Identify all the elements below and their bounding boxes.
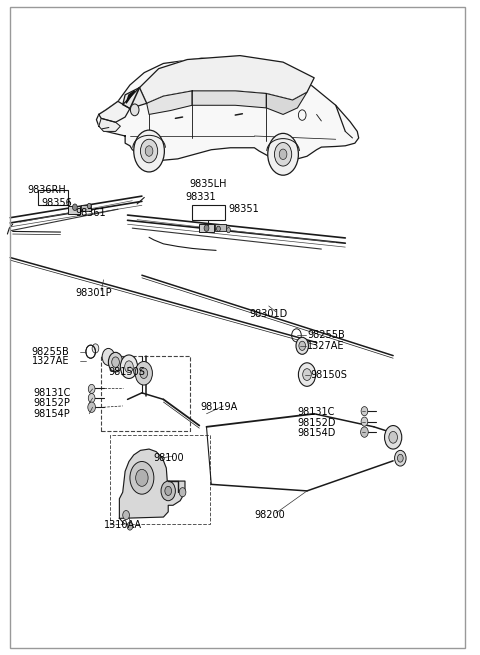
Text: 98131C: 98131C (298, 407, 335, 417)
Circle shape (395, 451, 406, 466)
Text: 98301D: 98301D (250, 309, 288, 320)
Circle shape (125, 361, 133, 373)
Text: 98331: 98331 (185, 192, 216, 202)
Circle shape (204, 225, 209, 231)
Circle shape (141, 140, 157, 163)
Text: 98150S: 98150S (108, 367, 145, 377)
Circle shape (145, 146, 153, 157)
Text: 1327AE: 1327AE (307, 341, 345, 351)
Circle shape (72, 204, 77, 210)
Circle shape (227, 227, 230, 233)
Circle shape (88, 384, 95, 394)
Circle shape (361, 407, 368, 416)
Circle shape (108, 352, 123, 372)
Text: 98119A: 98119A (201, 402, 238, 412)
Circle shape (112, 357, 120, 367)
Text: 98154P: 98154P (33, 409, 70, 419)
Text: 98200: 98200 (254, 510, 285, 520)
Polygon shape (147, 91, 192, 115)
Circle shape (279, 149, 287, 160)
Text: 9836RH: 9836RH (27, 185, 66, 195)
Text: 1310AA: 1310AA (104, 520, 142, 530)
Circle shape (303, 369, 312, 381)
Circle shape (135, 362, 153, 385)
Circle shape (127, 522, 133, 530)
Circle shape (268, 134, 299, 175)
Text: 98255B: 98255B (32, 346, 70, 357)
Polygon shape (266, 92, 307, 115)
Circle shape (120, 355, 138, 379)
Circle shape (296, 337, 309, 354)
Polygon shape (120, 449, 185, 518)
Text: 98131C: 98131C (33, 388, 71, 398)
Circle shape (136, 470, 148, 486)
Bar (81, 204, 91, 211)
Polygon shape (99, 102, 130, 122)
Polygon shape (123, 88, 147, 109)
Bar (199, 224, 214, 232)
Circle shape (130, 462, 154, 494)
Text: 98356: 98356 (41, 198, 72, 208)
Circle shape (161, 481, 175, 500)
Text: 98100: 98100 (153, 453, 183, 463)
Circle shape (384, 426, 402, 449)
Circle shape (88, 394, 95, 403)
Circle shape (179, 487, 186, 496)
Text: 1327AE: 1327AE (32, 356, 69, 367)
Circle shape (361, 417, 368, 426)
Text: 98361: 98361 (75, 208, 106, 218)
Text: 98301P: 98301P (75, 288, 111, 298)
Circle shape (397, 455, 403, 462)
Circle shape (140, 368, 148, 379)
Bar (215, 224, 226, 231)
Circle shape (275, 143, 292, 166)
Bar (68, 206, 80, 214)
Text: 9835LH: 9835LH (190, 179, 227, 189)
Circle shape (123, 510, 130, 519)
Text: 98351: 98351 (228, 204, 259, 214)
Text: 98152P: 98152P (33, 398, 70, 408)
Circle shape (299, 363, 316, 386)
Circle shape (360, 427, 368, 438)
Text: 98154D: 98154D (298, 428, 336, 438)
Polygon shape (192, 91, 266, 108)
Circle shape (165, 486, 171, 495)
Polygon shape (126, 91, 135, 103)
Circle shape (92, 344, 99, 353)
Circle shape (102, 348, 115, 365)
Circle shape (87, 203, 91, 208)
Text: 98152D: 98152D (298, 418, 336, 428)
Circle shape (299, 341, 306, 350)
Text: 98150S: 98150S (311, 369, 348, 379)
Circle shape (216, 226, 220, 231)
Polygon shape (96, 58, 359, 160)
Circle shape (88, 402, 96, 413)
Text: 98255B: 98255B (307, 330, 345, 341)
Polygon shape (99, 119, 120, 132)
Circle shape (389, 432, 397, 443)
Circle shape (131, 104, 139, 116)
Polygon shape (140, 56, 314, 103)
Circle shape (134, 130, 164, 172)
